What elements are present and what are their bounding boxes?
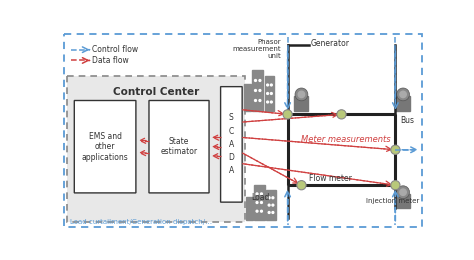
Bar — [254, 185, 265, 220]
Circle shape — [297, 181, 306, 190]
Text: Phasor
measurement
unit: Phasor measurement unit — [233, 39, 282, 59]
Circle shape — [255, 100, 256, 101]
Circle shape — [261, 193, 263, 195]
Circle shape — [268, 204, 270, 206]
Circle shape — [397, 88, 410, 101]
Circle shape — [256, 202, 258, 203]
Circle shape — [391, 145, 400, 154]
Circle shape — [259, 100, 261, 101]
Circle shape — [267, 84, 269, 86]
Text: State
estimator: State estimator — [161, 137, 198, 157]
FancyBboxPatch shape — [149, 101, 209, 193]
Circle shape — [255, 80, 256, 81]
Circle shape — [272, 204, 274, 206]
Bar — [266, 190, 276, 220]
Circle shape — [256, 193, 258, 195]
Bar — [252, 70, 263, 110]
Bar — [294, 96, 309, 110]
Circle shape — [272, 197, 274, 199]
Circle shape — [271, 101, 272, 103]
Text: Meter measurements: Meter measurements — [301, 134, 390, 144]
Circle shape — [391, 181, 400, 190]
Bar — [245, 84, 251, 110]
Circle shape — [259, 80, 261, 81]
Text: Injection meter: Injection meter — [365, 198, 419, 204]
Bar — [66, 76, 245, 222]
Circle shape — [283, 110, 292, 119]
Text: Control Center: Control Center — [113, 87, 199, 97]
Bar — [396, 194, 410, 208]
Circle shape — [298, 91, 305, 98]
Text: EMS and
other
applications: EMS and other applications — [82, 132, 128, 162]
Bar — [265, 76, 274, 110]
Text: S
C
A
D
A: S C A D A — [228, 113, 234, 175]
Circle shape — [255, 89, 256, 92]
Text: Control flow: Control flow — [92, 45, 138, 54]
Circle shape — [267, 101, 269, 103]
Text: Load curtailment/Generation dispatch/…: Load curtailment/Generation dispatch/… — [70, 219, 212, 225]
Circle shape — [271, 93, 272, 94]
Circle shape — [261, 210, 263, 212]
Bar — [396, 96, 410, 110]
Circle shape — [268, 197, 270, 199]
Circle shape — [400, 91, 406, 98]
FancyBboxPatch shape — [74, 101, 136, 193]
Text: Flow meter: Flow meter — [309, 174, 352, 183]
Circle shape — [261, 202, 263, 203]
Text: Data flow: Data flow — [92, 56, 129, 65]
Circle shape — [259, 89, 261, 92]
Circle shape — [272, 212, 274, 213]
Circle shape — [397, 186, 410, 199]
Text: Generator: Generator — [310, 39, 350, 48]
Circle shape — [267, 93, 269, 94]
FancyBboxPatch shape — [220, 87, 242, 202]
Circle shape — [271, 84, 272, 86]
Text: Bus: Bus — [400, 116, 414, 125]
Circle shape — [337, 110, 346, 119]
Circle shape — [295, 88, 308, 101]
Circle shape — [268, 212, 270, 213]
Text: Load: Load — [251, 193, 270, 202]
Circle shape — [256, 210, 258, 212]
Bar — [246, 197, 253, 220]
Circle shape — [400, 189, 406, 196]
